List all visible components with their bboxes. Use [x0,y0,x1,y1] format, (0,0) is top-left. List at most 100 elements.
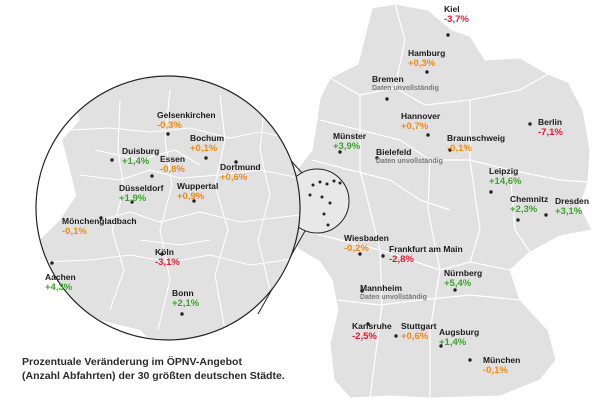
marker-karlsruhe [366,322,370,326]
marker-aachen [50,261,54,265]
state-borders [299,3,589,399]
city-label-hannover: Hannover +0,7% [401,111,440,132]
city-note: Daten unvollständig [372,85,439,92]
marker-dortmund [234,160,238,164]
city-value: +1,4% [122,156,150,167]
city-value: +2,1% [172,298,200,309]
city-value: +4,3% [45,282,73,293]
marker-kiel [446,33,450,37]
city-label-dresden: Dresden +3,1% [555,196,589,217]
city-value: +1,9% [119,193,147,204]
marker-nuernberg [453,288,457,292]
city-name: Frankfurt am Main [389,244,463,254]
city-value: -0,1% [62,226,87,237]
city-name: Münster [333,131,367,141]
city-label-kiel: Kiel -3,7% [444,4,469,25]
city-label-gelsenkirchen: Gelsenkirchen -0,3% [157,110,216,131]
city-name: Wiesbaden [344,233,389,243]
marker-wiesbaden [358,252,362,256]
city-label-chemnitz: Chemnitz +2,3% [510,194,548,215]
city-value: +2,3% [510,204,538,215]
city-value: -2,5% [352,331,377,342]
city-label-nuernberg: Nürnberg +5,4% [444,268,482,289]
marker-bonn [180,312,184,316]
city-label-wuppertal: Wuppertal +0,9% [177,181,218,202]
city-value: -0,3% [157,120,182,131]
city-label-duisburg: Duisburg +1,4% [122,146,159,167]
city-value: -3,7% [444,14,469,25]
city-value: +0,1% [190,143,218,154]
city-value: +14,6% [489,176,522,187]
marker-muenchen [468,358,472,362]
city-label-wiesbaden: Wiesbaden -0,2% [344,233,389,254]
city-name: Hannover [401,111,441,121]
city-name: Dortmund [220,162,261,172]
city-name: Stuttgart [401,321,437,331]
city-name: Gelsenkirchen [157,110,216,120]
zoom-circle-outline [35,75,301,341]
city-name: Düsseldorf [119,183,164,193]
marker-berlin [528,122,532,126]
marker-braunschweig [448,148,452,152]
marker-wuppertal [192,199,196,203]
city-label-berlin: Berlin -7,1% [538,117,563,138]
marker-bremen [385,97,389,101]
caption: Prozentuale Veränderung im ÖPNV-Angebot … [22,355,322,383]
city-value: +0,9% [177,191,205,202]
city-value: +0,7% [401,121,429,132]
marker-bielefeld [375,156,379,160]
marker-augsburg [439,344,443,348]
city-value: -0,1% [447,143,472,154]
city-value: -2,8% [389,254,414,265]
city-value: -0,8% [160,164,185,175]
city-name: Duisburg [122,146,160,156]
city-label-bonn: Bonn +2,1% [172,288,199,309]
marker-moenchengladbach [99,216,103,220]
caption-line-1: Prozentuale Veränderung im ÖPNV-Angebot [22,356,242,368]
city-name: Bielefeld [376,147,412,157]
marker-bochum [204,156,208,160]
city-label-augsburg: Augsburg +1,4% [439,327,479,348]
city-name: Mannheim [360,283,403,293]
city-label-hamburg: Hamburg +0,3% [408,48,445,69]
marker-frankfurt [381,254,385,258]
city-value: -0,1% [483,365,508,376]
marker-leipzig [489,190,493,194]
city-label-koeln: Köln -3,1% [155,247,180,268]
city-name: Chemnitz [510,194,549,204]
marker-essen [150,174,154,178]
city-value: +3,9% [333,141,361,152]
city-value: +1,4% [439,337,467,348]
city-label-bielefeld: Bielefeld Daten unvollständig [376,147,443,166]
city-value: +3,1% [555,206,583,217]
city-label-karlsruhe: Karlsruhe -2,5% [352,321,392,342]
city-name: Hamburg [408,48,446,58]
city-label-stuttgart: Stuttgart +0,6% [401,321,436,342]
city-label-aachen: Aachen +4,3% [45,272,76,293]
marker-gelsenkirchen [166,132,170,136]
zoom-inset [35,75,301,341]
city-value: -0,2% [344,243,369,254]
city-markers [50,33,548,362]
marker-koeln [160,252,164,256]
city-note: Daten unvollständig [360,294,427,301]
city-label-essen: Essen -0,8% [160,154,185,175]
city-name: Wuppertal [177,181,219,191]
city-label-bochum: Bochum +0,1% [190,133,224,154]
city-name: Augsburg [439,327,480,337]
city-value: -7,1% [538,127,563,138]
marker-muenster [338,150,342,154]
city-name: Leipzig [489,166,519,176]
city-label-dortmund: Dortmund +0,6% [220,162,261,183]
inset-landmass [36,76,300,340]
city-value: +0,6% [401,331,429,342]
city-name: Nürnberg [444,268,483,278]
city-name: Bonn [172,288,194,298]
city-label-braunschweig: Braunschweig -0,1% [447,133,505,154]
city-value: +0,6% [220,172,248,183]
city-label-bremen: Bremen Daten unvollständig [372,74,439,93]
city-label-muenchen: München -0,1% [483,355,520,376]
caption-line-2: (Anzahl Abfahrten) der 30 größten deutsc… [22,370,285,382]
